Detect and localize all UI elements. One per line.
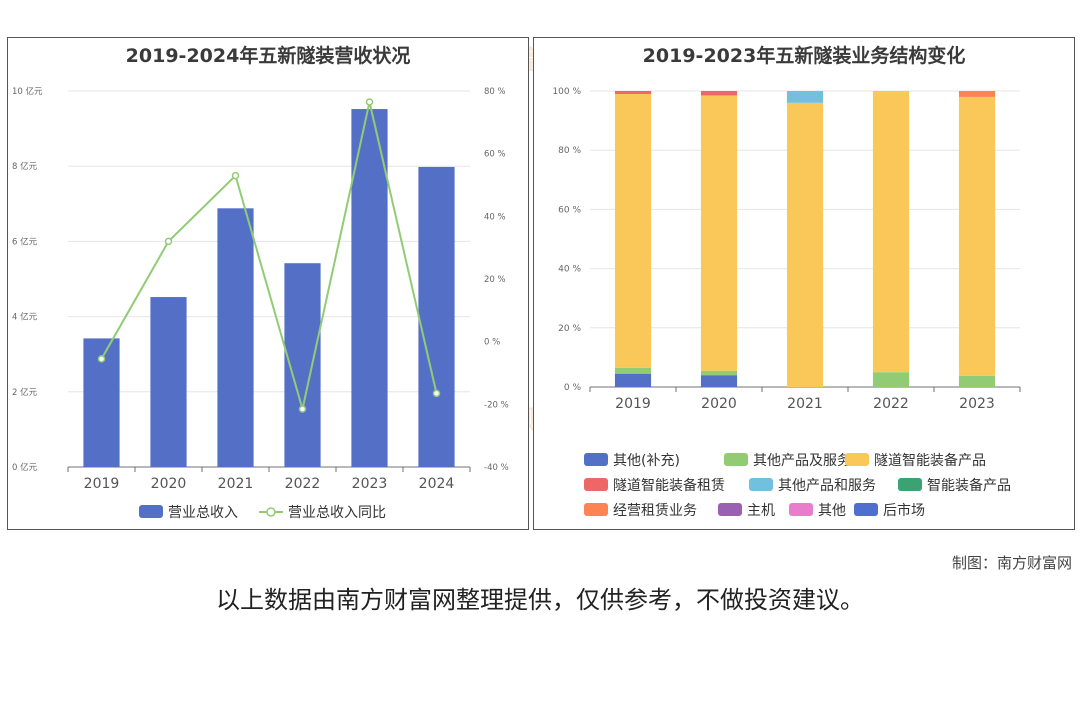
y-tick-label: 0 % <box>564 383 582 393</box>
stacked-bar-segment <box>700 91 738 96</box>
y-tick-label: 0 亿元 <box>12 462 38 473</box>
structure-chart-panel: 2019-2023年五新隧装业务结构变化 0 % 20 % 40 % 60 % 80 %… <box>533 37 1075 530</box>
y-tick-label: 0 % <box>484 338 500 348</box>
legend-label: 营业总收入同比 <box>288 505 386 521</box>
legend-label: 隧道智能装备租赁 <box>613 477 725 494</box>
y-tick-label: 80 % <box>484 87 506 97</box>
line-point <box>298 405 307 413</box>
x-tick-label: 2021 <box>787 396 823 412</box>
x-tick-label: 2023 <box>959 396 995 412</box>
bar <box>418 166 455 467</box>
revenue-chart-panel: 2019-2024年五新隧装营收状况 0 亿元 2 亿元 4 亿元 6 亿元 8 亿元 1… <box>7 37 529 530</box>
x-tick-label: 2021 <box>218 476 254 492</box>
legend-swatch <box>789 503 813 516</box>
legend-label: 其他产品及服务 <box>753 453 851 469</box>
y-tick-label: 40 % <box>558 265 581 275</box>
legend-swatch <box>724 453 748 466</box>
x-tick-label: 2022 <box>285 476 321 492</box>
y-tick-label: 10 亿元 <box>12 86 43 97</box>
line-point <box>97 355 106 363</box>
stacked-bar-segment <box>786 102 824 387</box>
revenue-chart: 0 亿元 2 亿元 4 亿元 6 亿元 8 亿元 10 亿元 -40 % -20 % 0 % 20… <box>12 86 509 521</box>
disclaimer-text: 以上数据由南方财富网整理提供，仅供参考，不做投资建议。 <box>216 586 864 614</box>
bar <box>150 297 187 467</box>
x-tick-label: 2023 <box>352 476 388 492</box>
x-tick-label: 2019 <box>84 476 120 492</box>
line-point <box>164 237 173 246</box>
line-point <box>365 98 374 106</box>
legend-swatch <box>854 503 878 516</box>
stacked-bar-segment <box>872 91 910 373</box>
stacked-bar-segment <box>700 375 738 387</box>
line-point <box>432 389 441 398</box>
legend-label: 后市场 <box>883 502 925 519</box>
y-tick-label: 2 亿元 <box>12 387 38 398</box>
stacked-bar-segment <box>614 93 652 368</box>
line-point <box>231 171 240 180</box>
stacked-bar-segment <box>872 372 910 387</box>
stacked-bar-segment <box>786 91 824 103</box>
legend-label: 其他(补充) <box>613 453 680 469</box>
y-tick-label: 80 % <box>558 146 581 156</box>
structure-chart: 0 % 20 % 40 % 60 % 80 % 100 % 2019 2020 2021 2022… <box>552 87 1021 519</box>
series-line <box>100 101 438 410</box>
x-tick-label: 2024 <box>419 476 455 492</box>
stacked-bar-segment <box>958 96 996 376</box>
legend-swatch <box>845 453 869 466</box>
legend-label: 主机 <box>747 503 775 519</box>
y-tick-label: 40 % <box>484 212 506 222</box>
legend-swatch <box>584 478 608 491</box>
bar <box>351 109 388 467</box>
chart-title: 2019-2023年五新隧装业务结构变化 <box>642 45 966 67</box>
y-tick-label: 8 亿元 <box>12 161 38 172</box>
stacked-bar-segment <box>614 91 652 94</box>
legend-label: 其他产品和服务 <box>778 478 876 494</box>
y-tick-label: 60 % <box>484 150 506 160</box>
y-tick-label: 20 % <box>484 275 506 285</box>
stacked-bar-segment <box>614 367 652 374</box>
legend-swatch <box>266 507 276 517</box>
legend-swatch <box>749 478 773 491</box>
x-tick-label: 2019 <box>615 396 651 412</box>
legend-label: 营业总收入 <box>168 505 238 521</box>
x-tick-label: 2022 <box>873 396 909 412</box>
y-tick-label: 100 % <box>552 87 581 97</box>
y-tick-label: 60 % <box>558 205 581 215</box>
legend-label: 智能装备产品 <box>927 477 1011 494</box>
legend-label: 其他 <box>818 503 846 519</box>
stacked-bar-segment <box>958 91 996 97</box>
chart-credit: 制图：南方财富网 <box>951 554 1072 572</box>
y-tick-label: 4 亿元 <box>12 312 38 323</box>
legend-swatch <box>139 505 163 518</box>
y-tick-label: 20 % <box>558 324 581 334</box>
stacked-bar-segment <box>700 95 738 371</box>
legend-swatch <box>584 503 608 516</box>
legend-swatch <box>584 453 608 466</box>
stacked-bar-segment <box>614 373 652 387</box>
legend-label: 隧道智能装备产品 <box>874 452 986 469</box>
stacked-bar-segment <box>958 375 996 387</box>
legend-label: 经营租赁业务 <box>613 503 697 519</box>
y-tick-label: -20 % <box>484 400 509 410</box>
legend-swatch <box>718 503 742 516</box>
stacked-bar-segment <box>700 370 738 376</box>
x-tick-label: 2020 <box>151 476 187 492</box>
legend-swatch <box>898 478 922 491</box>
x-tick-label: 2020 <box>701 396 737 412</box>
y-tick-label: -40 % <box>484 463 509 473</box>
chart-title: 2019-2024年五新隧装营收状况 <box>125 45 411 67</box>
y-tick-label: 6 亿元 <box>12 236 38 247</box>
bar <box>217 208 254 467</box>
